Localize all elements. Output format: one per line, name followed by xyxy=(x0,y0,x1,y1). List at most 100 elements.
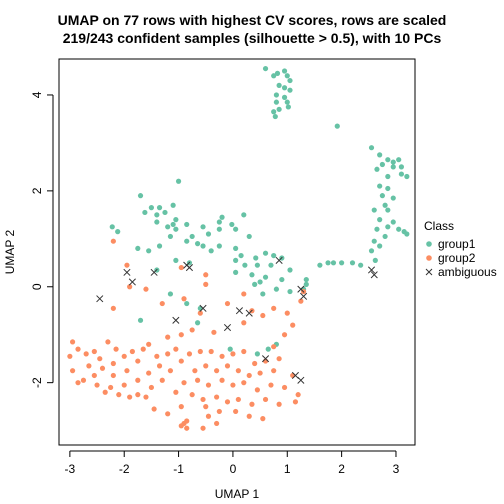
point-group1 xyxy=(233,269,239,275)
point-group2 xyxy=(271,305,277,311)
point-group2 xyxy=(290,322,296,328)
point-group1 xyxy=(374,166,380,172)
point-group1 xyxy=(374,226,380,232)
point-group2 xyxy=(165,334,171,340)
point-ambiguous xyxy=(261,355,270,363)
point-group1 xyxy=(377,152,383,158)
point-group2 xyxy=(295,392,301,398)
point-group2 xyxy=(268,382,274,388)
point-group1 xyxy=(271,73,277,79)
point-group2 xyxy=(91,348,97,355)
point-ambiguous xyxy=(172,316,180,324)
point-group1 xyxy=(146,248,152,254)
point-group2 xyxy=(178,423,184,429)
point-group1 xyxy=(194,320,201,326)
point-group2 xyxy=(205,413,212,419)
legend-symbol-group2 xyxy=(426,255,432,261)
legend-label-ambiguous: ambiguous xyxy=(438,265,497,279)
point-group1 xyxy=(216,226,222,232)
point-group2 xyxy=(192,368,198,374)
point-ambiguous xyxy=(370,271,378,279)
point-group1 xyxy=(334,123,340,129)
point-group2 xyxy=(80,377,87,383)
y-axis: -2 0 2 4 xyxy=(30,91,54,388)
point-group1 xyxy=(184,238,190,244)
point-group1 xyxy=(358,262,364,268)
point-group2 xyxy=(214,420,220,427)
point-group1 xyxy=(303,276,309,283)
point-group2 xyxy=(178,332,184,338)
point-group1 xyxy=(390,219,396,225)
point-group2 xyxy=(203,363,209,369)
point-group2 xyxy=(159,377,165,383)
point-group1 xyxy=(162,209,168,216)
point-group2 xyxy=(235,396,241,403)
x-tick-label: 1 xyxy=(284,462,291,476)
point-group1 xyxy=(390,164,396,170)
point-group1 xyxy=(265,346,271,352)
point-group2 xyxy=(110,238,116,244)
legend-symbol-group1 xyxy=(426,241,432,247)
x-tick-label: -2 xyxy=(119,462,130,476)
point-group2 xyxy=(260,312,266,319)
point-group1 xyxy=(184,300,190,307)
point-group2 xyxy=(271,368,277,374)
point-group2 xyxy=(83,351,89,357)
point-group1 xyxy=(279,276,285,283)
point-group2 xyxy=(281,332,288,338)
point-group1 xyxy=(229,221,235,228)
point-group1 xyxy=(170,202,176,208)
x-axis: -3 -2 -1 0 1 2 3 xyxy=(65,450,400,476)
point-group1 xyxy=(377,243,383,249)
point-group2 xyxy=(224,363,231,369)
point-group1 xyxy=(398,164,405,170)
point-group2 xyxy=(298,298,304,304)
point-group2 xyxy=(110,305,116,311)
point-group2 xyxy=(178,358,184,364)
point-group1 xyxy=(208,248,214,254)
x-tick-label: -3 xyxy=(65,462,76,476)
point-group2 xyxy=(135,358,141,364)
point-group2 xyxy=(69,339,76,345)
point-group2 xyxy=(173,389,179,395)
legend-symbol-ambiguous xyxy=(425,268,433,276)
point-group2 xyxy=(154,353,160,359)
point-group1 xyxy=(241,212,247,218)
point-group2 xyxy=(121,382,127,388)
point-group2 xyxy=(200,396,206,403)
point-group2 xyxy=(281,384,288,391)
point-ambiguous xyxy=(300,292,308,300)
point-group1 xyxy=(285,104,291,110)
point-group2 xyxy=(203,272,209,278)
point-group2 xyxy=(124,262,130,268)
point-group1 xyxy=(396,157,402,163)
point-group2 xyxy=(230,351,236,357)
y-tick-label: 4 xyxy=(30,91,44,98)
point-group1 xyxy=(238,252,244,259)
x-tick-label: 0 xyxy=(230,462,237,476)
point-group2 xyxy=(241,320,247,326)
point-group1 xyxy=(156,243,163,249)
point-ambiguous xyxy=(223,323,232,332)
point-group1 xyxy=(154,212,160,218)
point-group1 xyxy=(142,209,148,216)
point-group1 xyxy=(262,274,269,280)
point-group1 xyxy=(197,305,203,311)
point-group1 xyxy=(377,217,383,223)
point-group2 xyxy=(219,377,225,383)
point-group1 xyxy=(339,260,345,266)
point-group1 xyxy=(271,109,277,115)
point-group1 xyxy=(379,161,385,168)
point-group1 xyxy=(385,185,391,192)
point-group2 xyxy=(246,413,252,419)
point-group1 xyxy=(173,257,179,263)
point-group2 xyxy=(143,394,149,400)
point-group2 xyxy=(262,396,269,403)
point-group2 xyxy=(249,401,255,407)
point-group2 xyxy=(254,387,260,393)
point-group1 xyxy=(385,207,391,213)
legend-label-group2: group2 xyxy=(438,251,476,265)
x-axis-label: UMAP 1 xyxy=(215,487,260,501)
point-group2 xyxy=(181,380,187,386)
